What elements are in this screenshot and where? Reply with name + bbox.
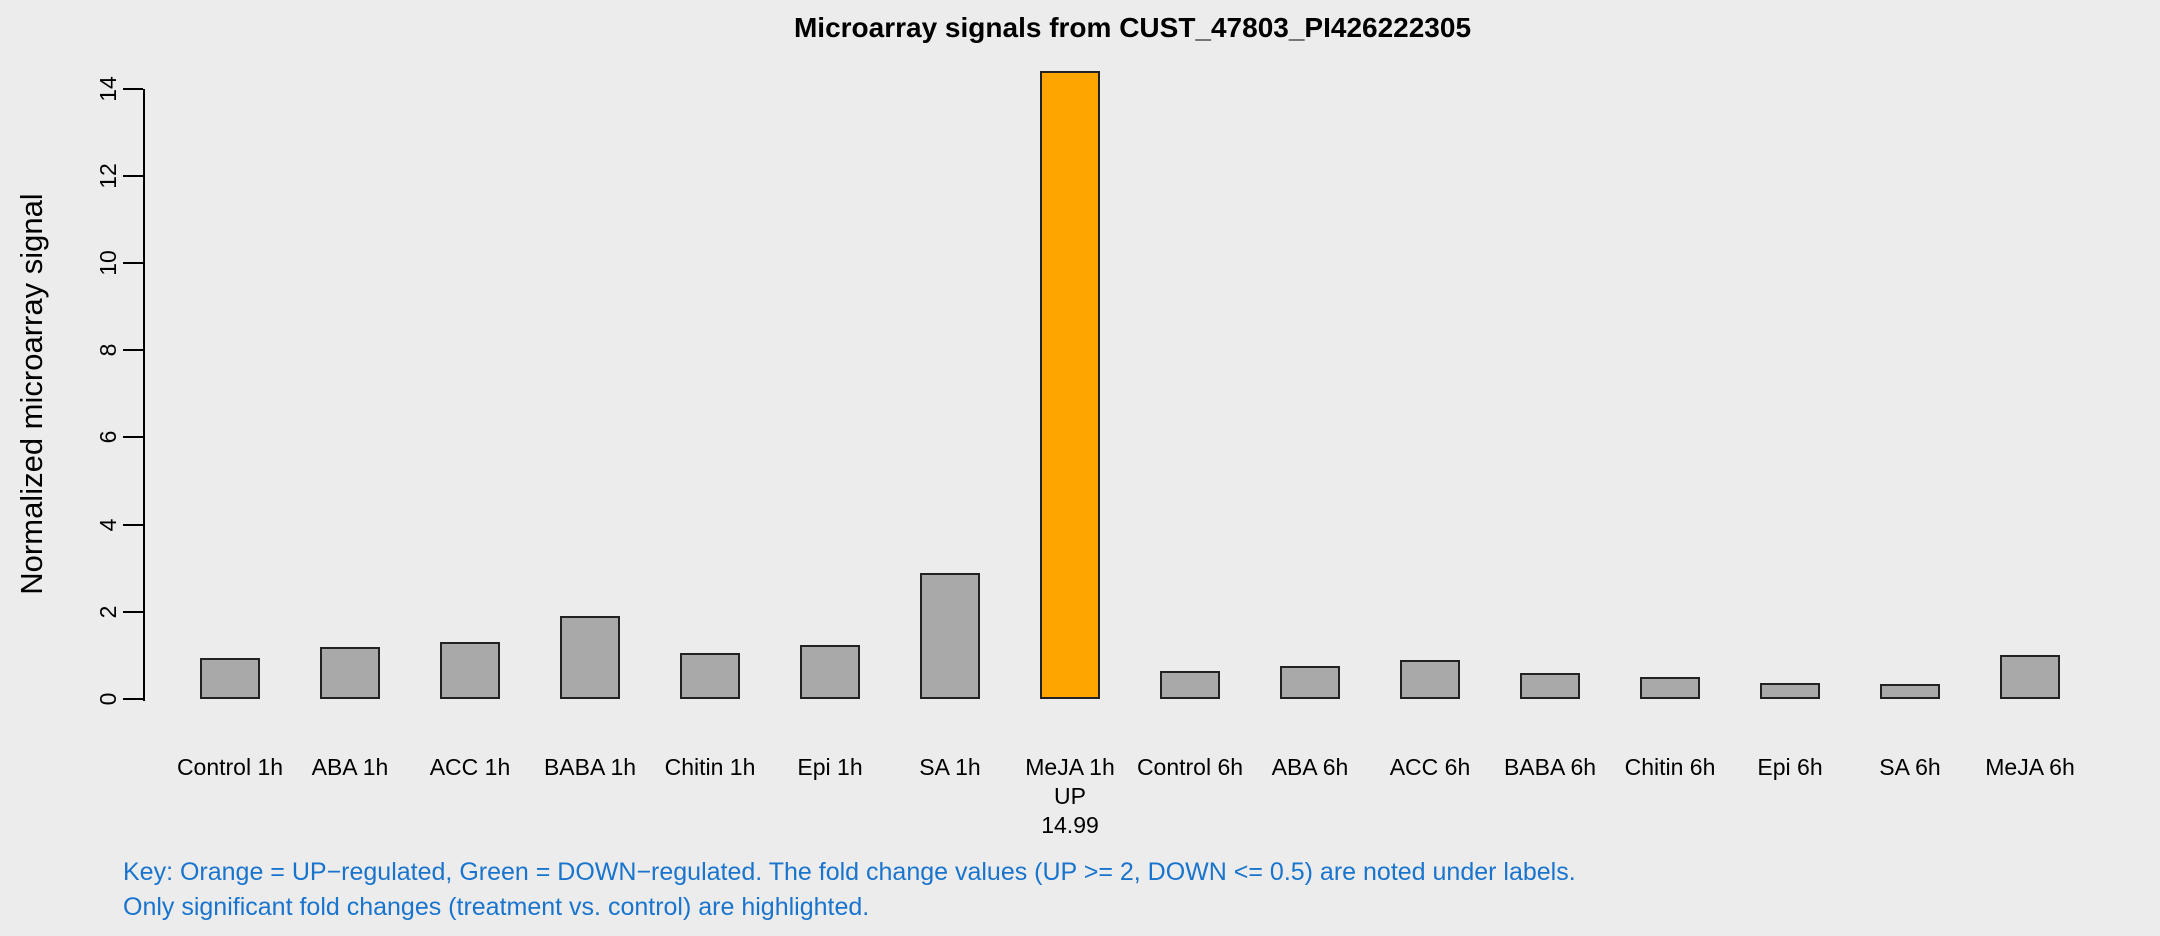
x-label-sa-6h: SA 6h bbox=[1825, 753, 1995, 782]
x-label-control-1h: Control 1h bbox=[145, 753, 315, 782]
y-tick-mark bbox=[123, 698, 143, 700]
x-label-text: MeJA 6h bbox=[1985, 754, 2075, 780]
x-label-text: ACC 1h bbox=[429, 754, 511, 780]
bar-meja-1h bbox=[1040, 71, 1100, 699]
x-label-text: ACC 6h bbox=[1389, 754, 1471, 780]
y-axis-label: Normalized microarray signal bbox=[14, 193, 49, 595]
key-note: Key: Orange = UP−regulated, Green = DOWN… bbox=[123, 855, 1576, 925]
bar-control-1h bbox=[200, 657, 260, 699]
x-label-epi-6h: Epi 6h bbox=[1705, 753, 1875, 782]
bar-baba-6h bbox=[1520, 672, 1580, 699]
x-label-text: MeJA 1h bbox=[1025, 754, 1115, 780]
x-label-text: Chitin 6h bbox=[1624, 754, 1716, 780]
y-tick-label: 4 bbox=[95, 518, 121, 531]
bar-aba-6h bbox=[1280, 666, 1340, 699]
y-tick-label: 6 bbox=[95, 431, 121, 444]
x-label-text: Epi 6h bbox=[1757, 754, 1823, 780]
y-tick-mark bbox=[123, 174, 143, 177]
x-label-text: BABA 1h bbox=[543, 754, 637, 780]
x-label-epi-1h: Epi 1h bbox=[745, 753, 915, 782]
x-label-acc-1h: ACC 1h bbox=[385, 753, 555, 782]
x-label-text: ABA 1h bbox=[311, 754, 389, 780]
x-label-acc-6h: ACC 6h bbox=[1345, 753, 1515, 782]
x-label-text: Epi 1h bbox=[797, 754, 863, 780]
x-label-baba-1h: BABA 1h bbox=[505, 753, 675, 782]
bar-sa-6h bbox=[1880, 683, 1940, 699]
x-label-baba-6h: BABA 6h bbox=[1465, 753, 1635, 782]
y-tick-mark bbox=[123, 87, 143, 90]
x-label-sa-1h: SA 1h bbox=[865, 753, 1035, 782]
y-axis-line bbox=[143, 88, 145, 701]
bar-baba-1h bbox=[560, 616, 620, 699]
key-line-1: Key: Orange = UP−regulated, Green = DOWN… bbox=[123, 858, 1576, 886]
y-tick-mark bbox=[123, 610, 143, 613]
bar-sa-1h bbox=[920, 572, 980, 699]
bar-acc-6h bbox=[1400, 659, 1460, 699]
x-label-meja-1h: MeJA 1h UP 14.99 bbox=[985, 753, 1155, 840]
y-tick-label: 2 bbox=[95, 605, 121, 619]
chart-title: Microarray signals from CUST_47803_PI426… bbox=[793, 12, 1472, 43]
x-label-text: SA 6h bbox=[1879, 754, 1941, 780]
y-tick-mark bbox=[123, 262, 143, 264]
x-label-text: SA 1h bbox=[919, 754, 981, 780]
fold-change-annotation: 14.99 bbox=[1041, 812, 1099, 838]
bar-epi-1h bbox=[800, 644, 860, 699]
x-label-control-6h: Control 6h bbox=[1105, 753, 1275, 782]
y-tick-label: 10 bbox=[95, 250, 121, 276]
bar-aba-1h bbox=[320, 646, 380, 699]
y-tick-label: 0 bbox=[95, 692, 121, 706]
key-line-2: Only significant fold changes (treatment… bbox=[123, 893, 870, 921]
fold-change-annotation: UP bbox=[1054, 783, 1086, 809]
y-tick-mark bbox=[123, 436, 143, 439]
x-label-text: ABA 6h bbox=[1271, 754, 1349, 780]
bar-meja-6h bbox=[2000, 655, 2060, 699]
bar-chitin-6h bbox=[1640, 677, 1700, 699]
x-label-aba-6h: ABA 6h bbox=[1225, 753, 1395, 782]
x-label-text: Control 1h bbox=[176, 754, 284, 780]
bar-epi-6h bbox=[1760, 682, 1820, 699]
bar-chitin-1h bbox=[680, 653, 740, 699]
x-label-text: BABA 6h bbox=[1503, 754, 1597, 780]
x-label-aba-1h: ABA 1h bbox=[265, 753, 435, 782]
x-label-meja-6h: MeJA 6h bbox=[1945, 753, 2115, 782]
x-label-chitin-1h: Chitin 1h bbox=[625, 753, 795, 782]
bar-acc-1h bbox=[440, 642, 500, 699]
x-label-text: Chitin 1h bbox=[664, 754, 756, 780]
x-label-text: Control 6h bbox=[1136, 754, 1244, 780]
x-label-chitin-6h: Chitin 6h bbox=[1585, 753, 1755, 782]
y-tick-label: 12 bbox=[95, 163, 121, 189]
bar-control-6h bbox=[1160, 670, 1220, 699]
y-tick-label: 8 bbox=[95, 343, 121, 357]
y-tick-mark bbox=[123, 523, 143, 526]
y-tick-mark bbox=[123, 349, 143, 352]
y-tick-label: 14 bbox=[95, 75, 121, 102]
